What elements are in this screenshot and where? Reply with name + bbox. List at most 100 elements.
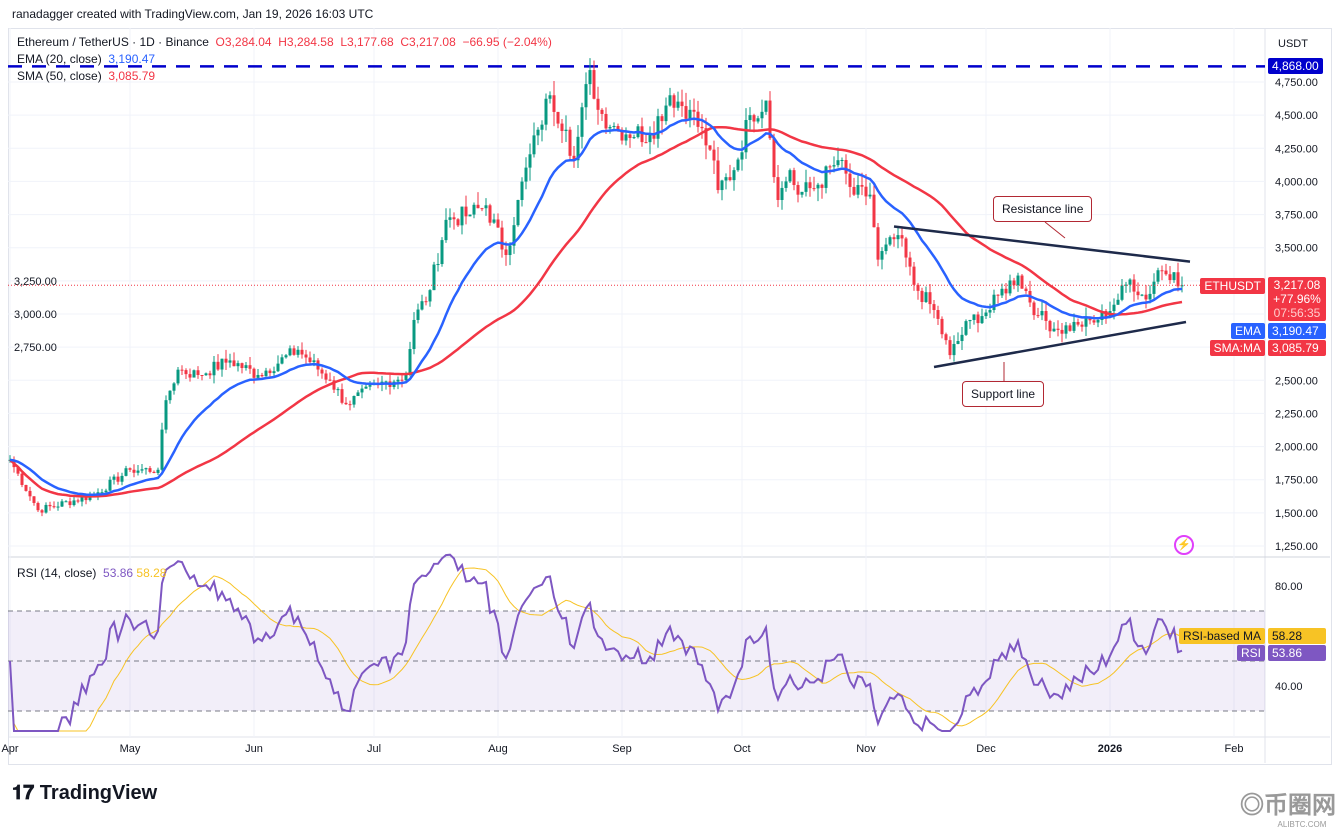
level-price-tag: 4,868.00 [1268, 58, 1323, 74]
candle-body [560, 123, 564, 131]
candle-body [164, 400, 168, 430]
candle-body [812, 188, 816, 190]
candle-body [848, 173, 852, 187]
candle-body [1176, 272, 1180, 287]
candle-body [920, 290, 924, 302]
candle-body [752, 115, 756, 122]
candle-body [604, 113, 608, 129]
watermark: ◎币圈网 ALIBTC.COM [1240, 785, 1336, 829]
candle-body [68, 501, 72, 506]
rsi-legend[interactable]: RSI (14, close) 53.86 58.28 [17, 566, 166, 580]
candle-body [48, 504, 52, 507]
candle-body [488, 205, 492, 223]
candle-body [228, 360, 232, 363]
lightning-icon[interactable]: ⚡ [1174, 535, 1194, 555]
y-tick-label: 3,000.00 [14, 309, 57, 321]
candle-body [824, 166, 828, 188]
candle-body [348, 404, 352, 406]
x-tick-label: Oct [733, 743, 750, 755]
candle-body [428, 290, 432, 302]
candle-body [80, 496, 84, 502]
candle-body [808, 182, 812, 189]
x-tick-label: Nov [856, 743, 876, 755]
candle-body [1072, 321, 1076, 331]
candle-body [100, 492, 104, 494]
candle-body [748, 115, 752, 121]
candle-body [284, 355, 288, 358]
candle-body [528, 154, 532, 168]
sma-legend[interactable]: SMA (50, close) 3,085.79 [17, 69, 155, 83]
candle-body [1148, 293, 1152, 300]
candle-body [660, 116, 664, 122]
candle-body [456, 219, 460, 226]
candle-body [600, 109, 604, 114]
candle-body [1040, 311, 1044, 316]
candle-body [924, 292, 928, 302]
chart-frame[interactable] [8, 28, 1332, 765]
ema-legend[interactable]: EMA (20, close) 3,190.47 [17, 52, 155, 66]
candle-body [852, 186, 856, 195]
symbol-title[interactable]: Ethereum / TetherUS · 1D · Binance [17, 35, 209, 49]
candle-body [1136, 291, 1140, 296]
candle-body [1060, 329, 1064, 334]
candle-body [436, 264, 440, 266]
candle-body [892, 237, 896, 240]
bar-countdown: 07:56:35 [1273, 306, 1321, 320]
candle-body [944, 334, 948, 341]
candle-body [1180, 285, 1184, 287]
candle-body [404, 374, 408, 381]
currency-label[interactable]: USDT [1278, 38, 1308, 50]
candle-body [864, 186, 868, 197]
y-tick-label: 2,500.00 [1275, 375, 1318, 387]
candle-body [56, 506, 60, 508]
candle-body [296, 349, 300, 355]
candle-body [20, 473, 24, 485]
candle-body [368, 385, 372, 387]
candle-body [760, 111, 764, 119]
candle-body [252, 368, 256, 378]
candle-body [612, 126, 616, 128]
candle-body [504, 249, 508, 256]
candle-body [496, 219, 500, 228]
candle-body [904, 238, 908, 258]
candle-body [136, 470, 140, 473]
resistance-label[interactable]: Resistance line [993, 196, 1093, 222]
candle-body [680, 101, 684, 107]
change-value: −66.95 (−2.04%) [462, 35, 552, 49]
high-value: H3,284.58 [278, 35, 334, 49]
candle-body [476, 204, 480, 209]
candle-body [84, 496, 88, 501]
candle-body [1168, 274, 1172, 281]
candle-body [1064, 325, 1068, 334]
candle-body [876, 227, 880, 260]
rsi-price-tag: 53.86 [1268, 645, 1326, 661]
candle-body [36, 502, 40, 511]
candle-body [984, 312, 988, 317]
candle-body [336, 389, 340, 391]
candle-body [536, 129, 540, 136]
candle-body [128, 468, 132, 470]
rsi-ma-price-tag: 58.28 [1268, 628, 1326, 644]
candle-body [980, 316, 984, 324]
candle-body [1036, 315, 1040, 317]
candle-body [188, 374, 192, 378]
candle-body [1024, 288, 1028, 292]
candle-body [1068, 325, 1072, 331]
low-value: L3,177.68 [340, 35, 394, 49]
y-tick-label: 4,000.00 [1275, 176, 1318, 188]
candle-body [1020, 275, 1024, 289]
candle-body [564, 129, 568, 131]
support-trendline [933, 320, 1187, 369]
candle-body [932, 304, 936, 311]
support-label[interactable]: Support line [962, 381, 1045, 407]
candle-body [624, 134, 628, 141]
x-tick-label: Feb [1225, 743, 1244, 755]
tradingview-logo[interactable]: 𝟏𝟕 TradingView [12, 782, 157, 805]
close-value: C3,217.08 [400, 35, 456, 49]
candle-body [996, 294, 1000, 296]
x-tick-label: Jul [367, 743, 381, 755]
candle-body [412, 319, 416, 350]
candle-body [268, 370, 272, 374]
candle-body [1016, 275, 1020, 286]
